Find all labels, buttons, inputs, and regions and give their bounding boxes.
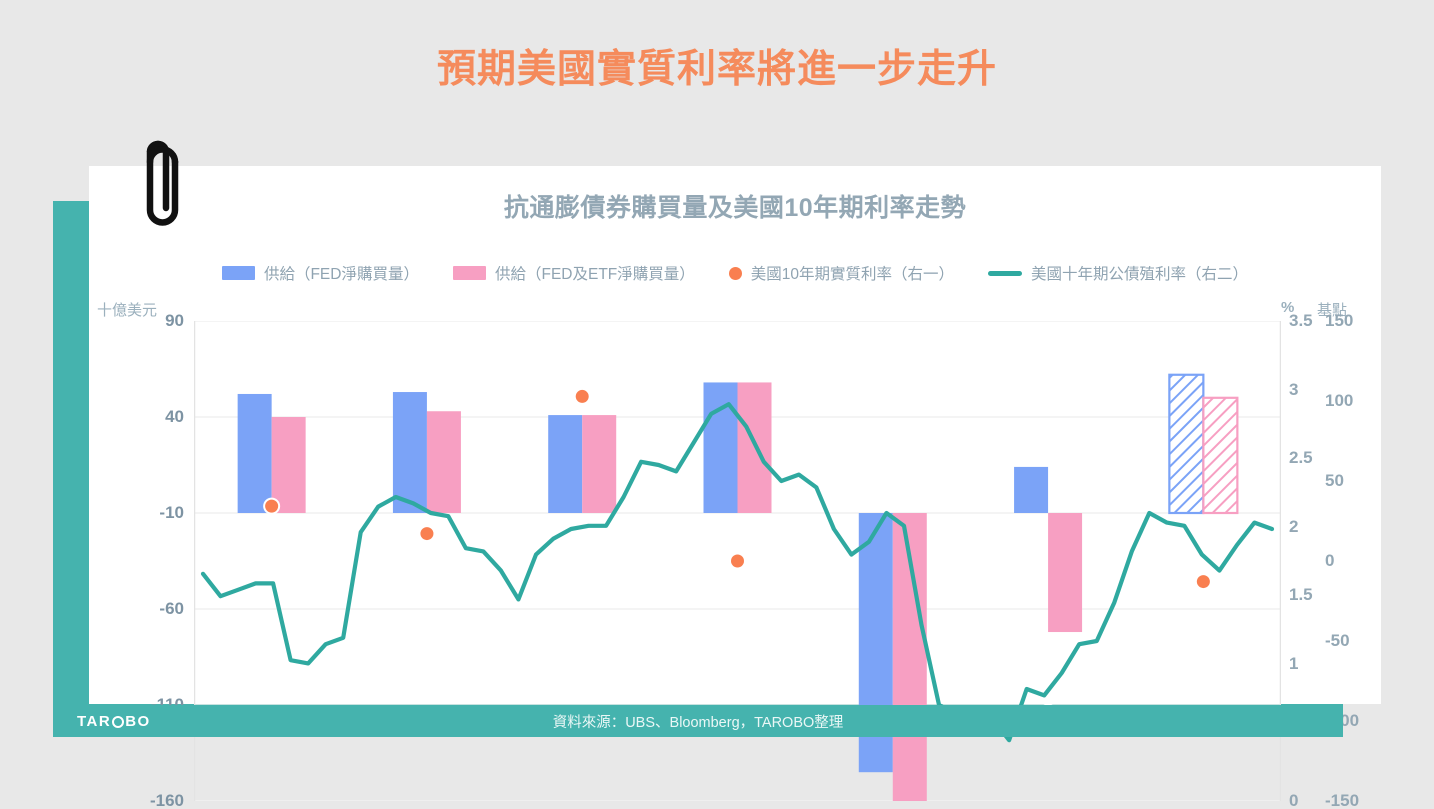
chart-legend: 供給（FED淨購買量） 供給（FED及ETF淨購買量） 美國10年期實質利率（右一）… bbox=[89, 262, 1381, 284]
source-note: 資料來源：UBS、Bloomberg，TAROBO整理 bbox=[552, 714, 844, 731]
real-rate-dot bbox=[420, 527, 434, 541]
chart-title: 抗通膨債券購買量及美國10年期利率走勢 bbox=[503, 194, 967, 222]
right-axis-2-tick: 100 bbox=[1325, 391, 1354, 410]
right-axis-1-tick: 3.5 bbox=[1289, 311, 1313, 330]
chart-card: 抗通膨債券購買量及美國10年期利率走勢 供給（FED淨購買量） 供給（FED及ET… bbox=[89, 166, 1381, 809]
real-rate-dot bbox=[575, 389, 589, 403]
brand-prefix: TAR bbox=[77, 712, 112, 730]
legend-item[interactable]: 美國10年期實質利率（右一） bbox=[728, 262, 955, 284]
legend-bar-swatch bbox=[221, 266, 255, 280]
bar-series bbox=[237, 373, 1239, 801]
paperclip-icon bbox=[146, 140, 179, 226]
right-axis-1-tick: 3 bbox=[1289, 379, 1299, 399]
right-axis-2-tick: -150 bbox=[1325, 791, 1360, 809]
real-rate-dot bbox=[265, 499, 279, 513]
legend-item[interactable]: 供給（FED及ETF淨購買量） bbox=[452, 262, 695, 284]
legend-item[interactable]: 美國十年期公債殖利率（右二） bbox=[988, 262, 1248, 284]
bar bbox=[392, 392, 427, 513]
bar bbox=[1168, 373, 1205, 515]
bar bbox=[582, 415, 617, 513]
real-rate-dot bbox=[1196, 575, 1210, 589]
left-axis-tick: -10 bbox=[159, 503, 184, 522]
left-axis-tick: -160 bbox=[149, 791, 184, 809]
right-axis-1-tick: 1.5 bbox=[1289, 585, 1313, 605]
legend-label: 美國10年期實質利率（右一） bbox=[750, 266, 955, 283]
right-axis-2-tick: 0 bbox=[1325, 551, 1335, 570]
brand-ring-icon bbox=[112, 716, 125, 728]
right-axis-2-tick: 50 bbox=[1325, 471, 1344, 490]
right-axis-2-tick: -50 bbox=[1325, 631, 1350, 650]
bar bbox=[237, 393, 272, 513]
bar bbox=[426, 411, 461, 513]
right-axis-2-unit: 基點 bbox=[1317, 302, 1348, 319]
legend-bar-swatch bbox=[452, 266, 486, 280]
right-axis-1-tick: 2 bbox=[1289, 516, 1299, 536]
right-axis-1-tick: 1 bbox=[1289, 653, 1299, 673]
right-axis-1-unit: % bbox=[1281, 299, 1295, 316]
legend-label: 供給（FED淨購買量） bbox=[263, 266, 419, 283]
left-axis-tick: -60 bbox=[159, 599, 184, 618]
left-axis-tick: 40 bbox=[165, 407, 184, 426]
brand-suffix: BO bbox=[125, 712, 151, 730]
bar bbox=[1048, 513, 1083, 633]
page-title: 預期美國實質利率將進一步走升 bbox=[436, 48, 997, 91]
legend-line-swatch bbox=[988, 270, 1023, 276]
left-axis-unit: 十億美元 bbox=[97, 302, 158, 319]
brand-logo: TAR BO bbox=[77, 713, 151, 730]
right-axis-2-tick: 150 bbox=[1325, 311, 1354, 330]
legend-label: 供給（FED及ETF淨購買量） bbox=[494, 266, 695, 283]
bar bbox=[271, 417, 306, 513]
bar bbox=[1202, 396, 1239, 515]
legend-item[interactable]: 供給（FED淨購買量） bbox=[221, 262, 419, 284]
right-axis-1-tick: 0 bbox=[1289, 791, 1299, 809]
right-axis-1-tick: 2.5 bbox=[1289, 448, 1313, 468]
bar bbox=[548, 415, 583, 513]
legend-label: 美國十年期公債殖利率（右二） bbox=[1031, 266, 1249, 283]
line-series bbox=[200, 402, 1275, 743]
bar bbox=[1014, 466, 1049, 513]
legend-dot-swatch bbox=[728, 266, 742, 280]
real-rate-dot bbox=[731, 554, 744, 568]
bar bbox=[703, 382, 738, 513]
left-axis-tick: 90 bbox=[165, 311, 184, 330]
footer-bar: TAR BO 資料來源：UBS、Bloomberg，TAROBO整理 bbox=[53, 705, 1343, 737]
yield-line bbox=[200, 402, 1275, 743]
